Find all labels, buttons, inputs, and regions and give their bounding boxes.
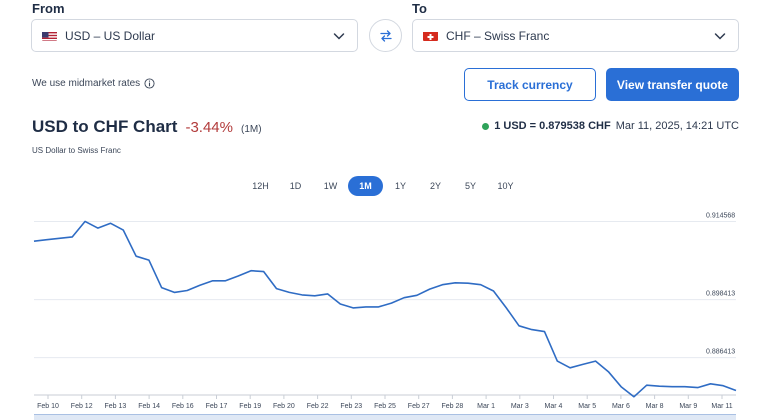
x-tick-label: Feb 25: [374, 403, 396, 410]
chart-title: USD to CHF Chart: [32, 117, 178, 136]
y-tick-label: 0.898413: [706, 291, 735, 298]
track-currency-button[interactable]: Track currency: [464, 68, 596, 101]
from-currency-value: USD – US Dollar: [65, 28, 156, 43]
rate-line-chart[interactable]: 0.914568 0.898413 0.886413 Feb 10 Feb 12 Feb …: [0, 205, 758, 415]
x-tick-label: Mar 6: [612, 403, 630, 410]
chart-range-scroller[interactable]: [34, 414, 736, 420]
x-tick-label: Mar 3: [511, 403, 529, 410]
x-tick-label: Feb 20: [273, 403, 295, 410]
period-10y[interactable]: 10Y: [497, 181, 514, 191]
x-tick-label: Feb 17: [206, 403, 228, 410]
x-tick-label: Mar 9: [679, 403, 697, 410]
chevron-down-icon: [333, 32, 345, 40]
period-12h[interactable]: 12H: [252, 181, 269, 191]
x-tick-label: Feb 14: [138, 403, 160, 410]
swap-arrows-icon: [379, 29, 392, 42]
y-tick-label: 0.886413: [706, 349, 735, 356]
x-tick-label: Mar 11: [711, 403, 732, 410]
from-currency-select[interactable]: USD – US Dollar: [31, 19, 358, 52]
x-tick-label: Feb 13: [105, 403, 127, 410]
chart-subtitle: US Dollar to Swiss Franc: [32, 146, 121, 155]
to-currency-select[interactable]: CHF – Swiss Franc: [412, 19, 739, 52]
percent-change: -3.44%: [185, 119, 233, 136]
chevron-down-icon: [714, 32, 726, 40]
period-1m[interactable]: 1M: [348, 176, 383, 196]
x-tick-label: Mar 5: [578, 403, 596, 410]
info-icon[interactable]: [144, 78, 155, 89]
period-1y[interactable]: 1Y: [394, 181, 406, 191]
rate-value: 1 USD = 0.879538 CHF: [494, 120, 611, 132]
ch-flag-icon: [423, 31, 438, 41]
period-1w[interactable]: 1W: [323, 181, 338, 191]
chart-heading: USD to CHF Chart -3.44% (1M): [32, 117, 262, 137]
midmarket-note: We use midmarket rates: [32, 78, 155, 89]
from-label: From: [32, 1, 65, 16]
y-tick-label: 0.914568: [706, 213, 735, 220]
x-tick-label: Feb 19: [239, 403, 261, 410]
live-rate: 1 USD = 0.879538 CHF Mar 11, 2025, 14:21…: [482, 120, 739, 132]
midmarket-text: We use midmarket rates: [32, 78, 141, 89]
period-1d[interactable]: 1D: [289, 181, 302, 191]
period-5y[interactable]: 5Y: [464, 181, 476, 191]
x-tick-label: Feb 22: [307, 403, 329, 410]
x-tick-label: Feb 10: [37, 403, 59, 410]
x-tick-label: Feb 12: [71, 403, 93, 410]
live-dot-icon: [482, 122, 490, 130]
period-label: (1M): [240, 124, 262, 135]
x-tick-label: Feb 23: [340, 403, 362, 410]
x-tick-label: Feb 27: [408, 403, 430, 410]
swap-currencies-button[interactable]: [369, 19, 402, 52]
x-tick-label: Feb 16: [172, 403, 194, 410]
rate-timestamp: Mar 11, 2025, 14:21 UTC: [615, 120, 739, 132]
x-tick-label: Mar 1: [477, 403, 495, 410]
period-selector: 12H 1D 1W 1M 1Y 2Y 5Y 10Y: [243, 176, 523, 196]
view-transfer-quote-button[interactable]: View transfer quote: [606, 68, 739, 101]
to-label: To: [412, 1, 427, 16]
series-line: [33, 220, 737, 398]
x-tick-label: Mar 4: [545, 403, 563, 410]
to-currency-value: CHF – Swiss Franc: [446, 28, 550, 43]
x-tick-label: Feb 28: [442, 403, 464, 410]
period-2y[interactable]: 2Y: [429, 181, 441, 191]
us-flag-icon: [42, 31, 57, 41]
x-tick-label: Mar 8: [646, 403, 664, 410]
